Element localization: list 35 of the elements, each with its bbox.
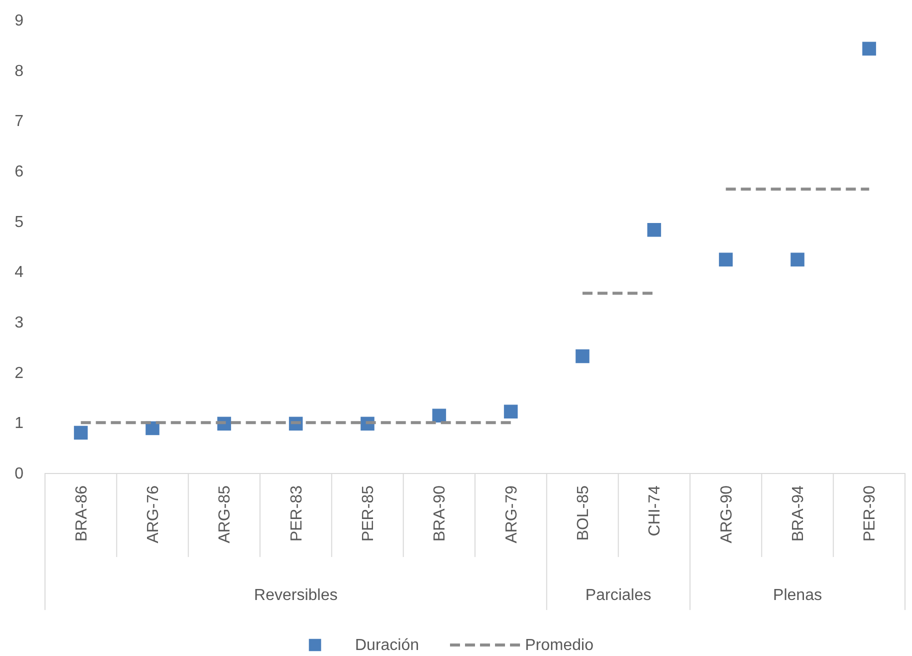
x-tick-label: ARG-85 [216, 485, 234, 544]
y-tick-label: 5 [14, 214, 24, 231]
y-tick-label: 7 [14, 113, 24, 130]
x-tick-label: PER-83 [288, 485, 306, 542]
legend-label: Promedio [525, 637, 594, 654]
x-tick-label: ARG-90 [718, 485, 736, 544]
point [647, 223, 662, 237]
y-tick-label: 9 [14, 12, 24, 30]
x-tick-label: ARG-76 [145, 485, 162, 544]
text: Parciales [585, 587, 652, 604]
text: Reversibles [254, 587, 338, 604]
x-tick-label: BRA-90 [432, 485, 449, 542]
point [504, 404, 518, 418]
x-tick-label: ARG-79 [503, 485, 520, 544]
x-tick-label: BRA-86 [73, 485, 90, 542]
point [718, 252, 733, 266]
y-tick-label: 2 [14, 364, 24, 382]
point [74, 426, 88, 440]
y-tick-label: 3 [14, 314, 24, 332]
point [576, 349, 590, 364]
x-tick-label: BRA-94 [790, 485, 807, 542]
point [790, 252, 804, 266]
x-tick-label: BOL-85 [575, 485, 592, 541]
y-tick-label: 1 [14, 415, 24, 432]
y-tick-label: 0 [14, 466, 24, 482]
y-tick-label: 6 [14, 164, 24, 180]
point [862, 42, 876, 56]
legend-label: Duración [355, 637, 420, 654]
x-tick-label: CHI-74 [646, 485, 664, 536]
x-tick-label: PER-90 [862, 485, 879, 542]
point [432, 408, 446, 423]
text: Plenas [773, 587, 822, 604]
x-tick-label: PER-85 [360, 485, 377, 542]
y-tick-label: 8 [14, 62, 24, 80]
y-tick-label: 4 [14, 264, 24, 282]
